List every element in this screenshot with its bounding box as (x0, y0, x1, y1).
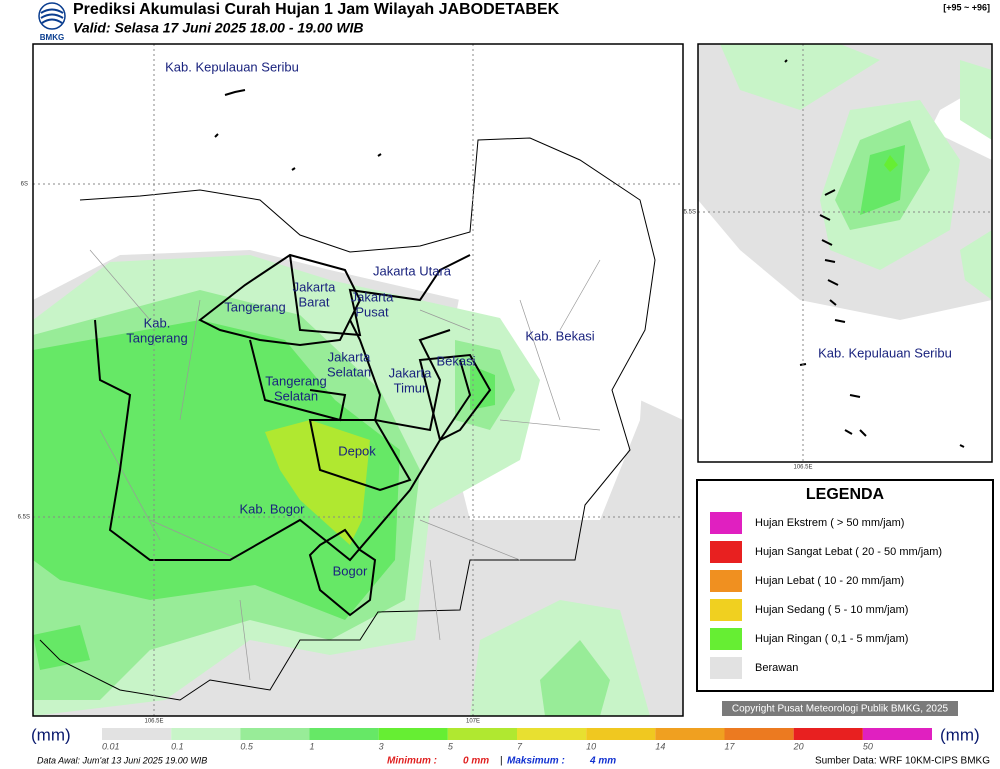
legend-label: Hujan Sedang ( 5 - 10 mm/jam) (755, 604, 908, 616)
region-label: Timur (394, 380, 427, 395)
shade-green (470, 365, 495, 410)
shade-green (33, 625, 90, 670)
legend-label: Hujan Ringan ( 0,1 - 5 mm/jam) (755, 633, 908, 645)
region-label: Jakarta Utara (373, 263, 452, 278)
region-label: Kab. (144, 315, 171, 330)
colorbar-segment (862, 728, 932, 740)
logo-text: BMKG (40, 33, 64, 42)
region-label: Kab. Kepulauan Seribu (165, 59, 299, 74)
legend-box (696, 479, 994, 692)
region-label: Selatan (327, 364, 371, 379)
map-frame (32, 43, 684, 717)
legend-swatch (710, 570, 742, 592)
region-label: Barat (298, 294, 329, 309)
colorbar-tick: 0.1 (171, 741, 184, 751)
inset-map: Kab. Kepulauan Seribu (698, 44, 992, 462)
colorbar-segment (793, 728, 863, 740)
inset-frame (697, 43, 993, 463)
title: Prediksi Akumulasi Curah Hujan 1 Jam Wil… (73, 1, 560, 18)
lat-label: 5.5S (684, 210, 696, 216)
minimum-value: 0 mm (463, 756, 489, 767)
valid-time: Valid: Selasa 17 Juni 2025 18.00 - 19.00… (73, 20, 364, 36)
logo: BMKG (38, 2, 66, 42)
lon-label: 106.5E (144, 719, 163, 725)
data-awal: Data Awal: Jum'at 13 Juni 2025 19.00 WIB (37, 755, 207, 765)
legend-title: LEGENDA (806, 486, 885, 503)
colorbar-segment (102, 728, 172, 740)
region-label: Jakarta (389, 365, 432, 380)
colorbar-tick: 7 (517, 741, 523, 751)
maximum-label: Maksimum : (507, 756, 565, 767)
region-label: Kab. Bekasi (525, 328, 594, 343)
legend-label: Hujan Lebat ( 10 - 20 mm/jam) (755, 575, 904, 587)
region-label: Kab. Bogor (239, 501, 305, 516)
legend-swatch (710, 628, 742, 650)
colorbar-tick: 0.5 (240, 741, 254, 751)
legend-swatch (710, 512, 742, 534)
shade-mid (540, 640, 610, 716)
region-label: Jakarta (328, 349, 371, 364)
main-map: Kab. Kepulauan Seribu Jakarta Utara Jakart… (33, 44, 683, 716)
colorbar-tick: 10 (586, 741, 596, 751)
colorbar-segment (378, 728, 448, 740)
colorbar-segment (309, 728, 379, 740)
colorbar-segment (655, 728, 725, 740)
colorbar-tick: 3 (379, 741, 384, 751)
colorbar-tick: 14 (655, 741, 665, 751)
region-label: Tangerang (265, 373, 326, 388)
region-label: Pusat (355, 304, 389, 319)
islands (214, 89, 382, 171)
lon-label: 107E (466, 719, 480, 725)
copyright-box (722, 701, 958, 716)
unit-label: (mm) (31, 725, 71, 744)
colorbar-segment (447, 728, 517, 740)
legend-swatch (710, 599, 742, 621)
copyright: Copyright Pusat Meteorologi Publik BMKG,… (732, 704, 949, 715)
legend-swatch (710, 541, 742, 563)
lon-label: 106.5E (793, 465, 812, 471)
source: Sumber Data: WRF 10KM-CIPS BMKG (815, 756, 990, 767)
region-label: Tangerang (224, 299, 285, 314)
shade-green (33, 320, 400, 620)
maximum-value: 4 mm (589, 756, 616, 767)
region-label: Tangerang (126, 330, 187, 345)
unit-label: (mm) (940, 725, 980, 744)
colorbar-segment (171, 728, 241, 740)
city-boundary (308, 528, 377, 617)
region-label: Bogor (333, 563, 368, 578)
minimum-label: Minimum : (387, 756, 437, 767)
lat-label: 6.5S (18, 515, 30, 521)
shade-yellowgreen (265, 420, 370, 545)
colorbar-tick: 1 (310, 741, 315, 751)
legend-label: Berawan (755, 662, 798, 674)
region-label: Kab. Kepulauan Seribu (818, 345, 952, 360)
colorbar-segment (240, 728, 310, 740)
colorbar-tick: 50 (863, 741, 873, 751)
region-label: Depok (338, 443, 376, 458)
legend-label: Hujan Ekstrem ( > 50 mm/jam) (755, 517, 904, 529)
colorbar-segment (517, 728, 587, 740)
colorbar-segment (724, 728, 794, 740)
city-boundary (308, 353, 492, 492)
region-label: Selatan (274, 388, 318, 403)
legend-label: Hujan Sangat Lebat ( 20 - 50 mm/jam) (755, 546, 942, 558)
coastline (39, 137, 656, 701)
colorbar-segment (586, 728, 656, 740)
region-label: Jakarta (351, 289, 394, 304)
lat-label: 6S (21, 182, 28, 188)
colorbar-tick: 0.01 (102, 741, 120, 751)
region-label: Bekasi (436, 353, 475, 368)
colorbar-tick: 17 (725, 741, 736, 751)
colorbar-tick: 5 (448, 741, 454, 751)
region-label: Jakarta (293, 279, 336, 294)
legend-swatch (710, 657, 742, 679)
code: [+95 ~ +96] (943, 2, 990, 12)
colorbar-tick: 20 (793, 741, 804, 751)
district-boundary (89, 249, 601, 681)
separator: | (500, 756, 503, 767)
